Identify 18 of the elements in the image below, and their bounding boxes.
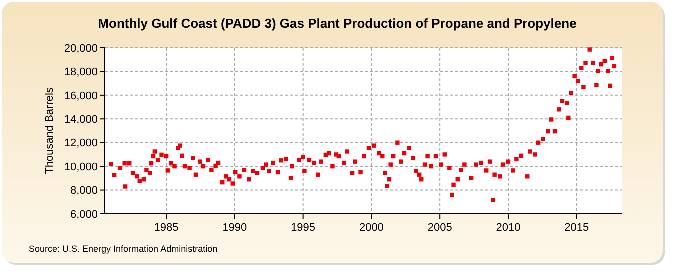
x-tick-label: 1995 — [291, 222, 316, 234]
y-tick-label: 6,000 — [70, 208, 98, 221]
y-tick-label: 16,000 — [64, 90, 98, 102]
x-tick-label: 1990 — [222, 222, 248, 234]
y-tick-label: 20,000 — [64, 42, 98, 55]
source-note: Source: U.S. Energy Information Administration — [29, 244, 218, 254]
y-tick-label: 10,000 — [64, 161, 98, 174]
x-tick-label: 2015 — [564, 222, 590, 234]
x-tick-label: 2010 — [496, 222, 521, 234]
y-tick-label: 8,000 — [70, 185, 98, 198]
y-axis-title: Thousand Barrels — [44, 87, 56, 174]
y-tick-label: 12,000 — [64, 138, 98, 150]
chart-title: Monthly Gulf Coast (PADD 3) Gas Plant Production of Propane and Propylene — [98, 16, 577, 31]
y-tick-label: 14,000 — [64, 114, 98, 126]
x-tick-label: 1985 — [154, 222, 179, 234]
y-tick-label: 18,000 — [64, 66, 98, 79]
x-tick-label: 2000 — [359, 222, 384, 234]
x-tick-label: 2005 — [428, 222, 452, 234]
